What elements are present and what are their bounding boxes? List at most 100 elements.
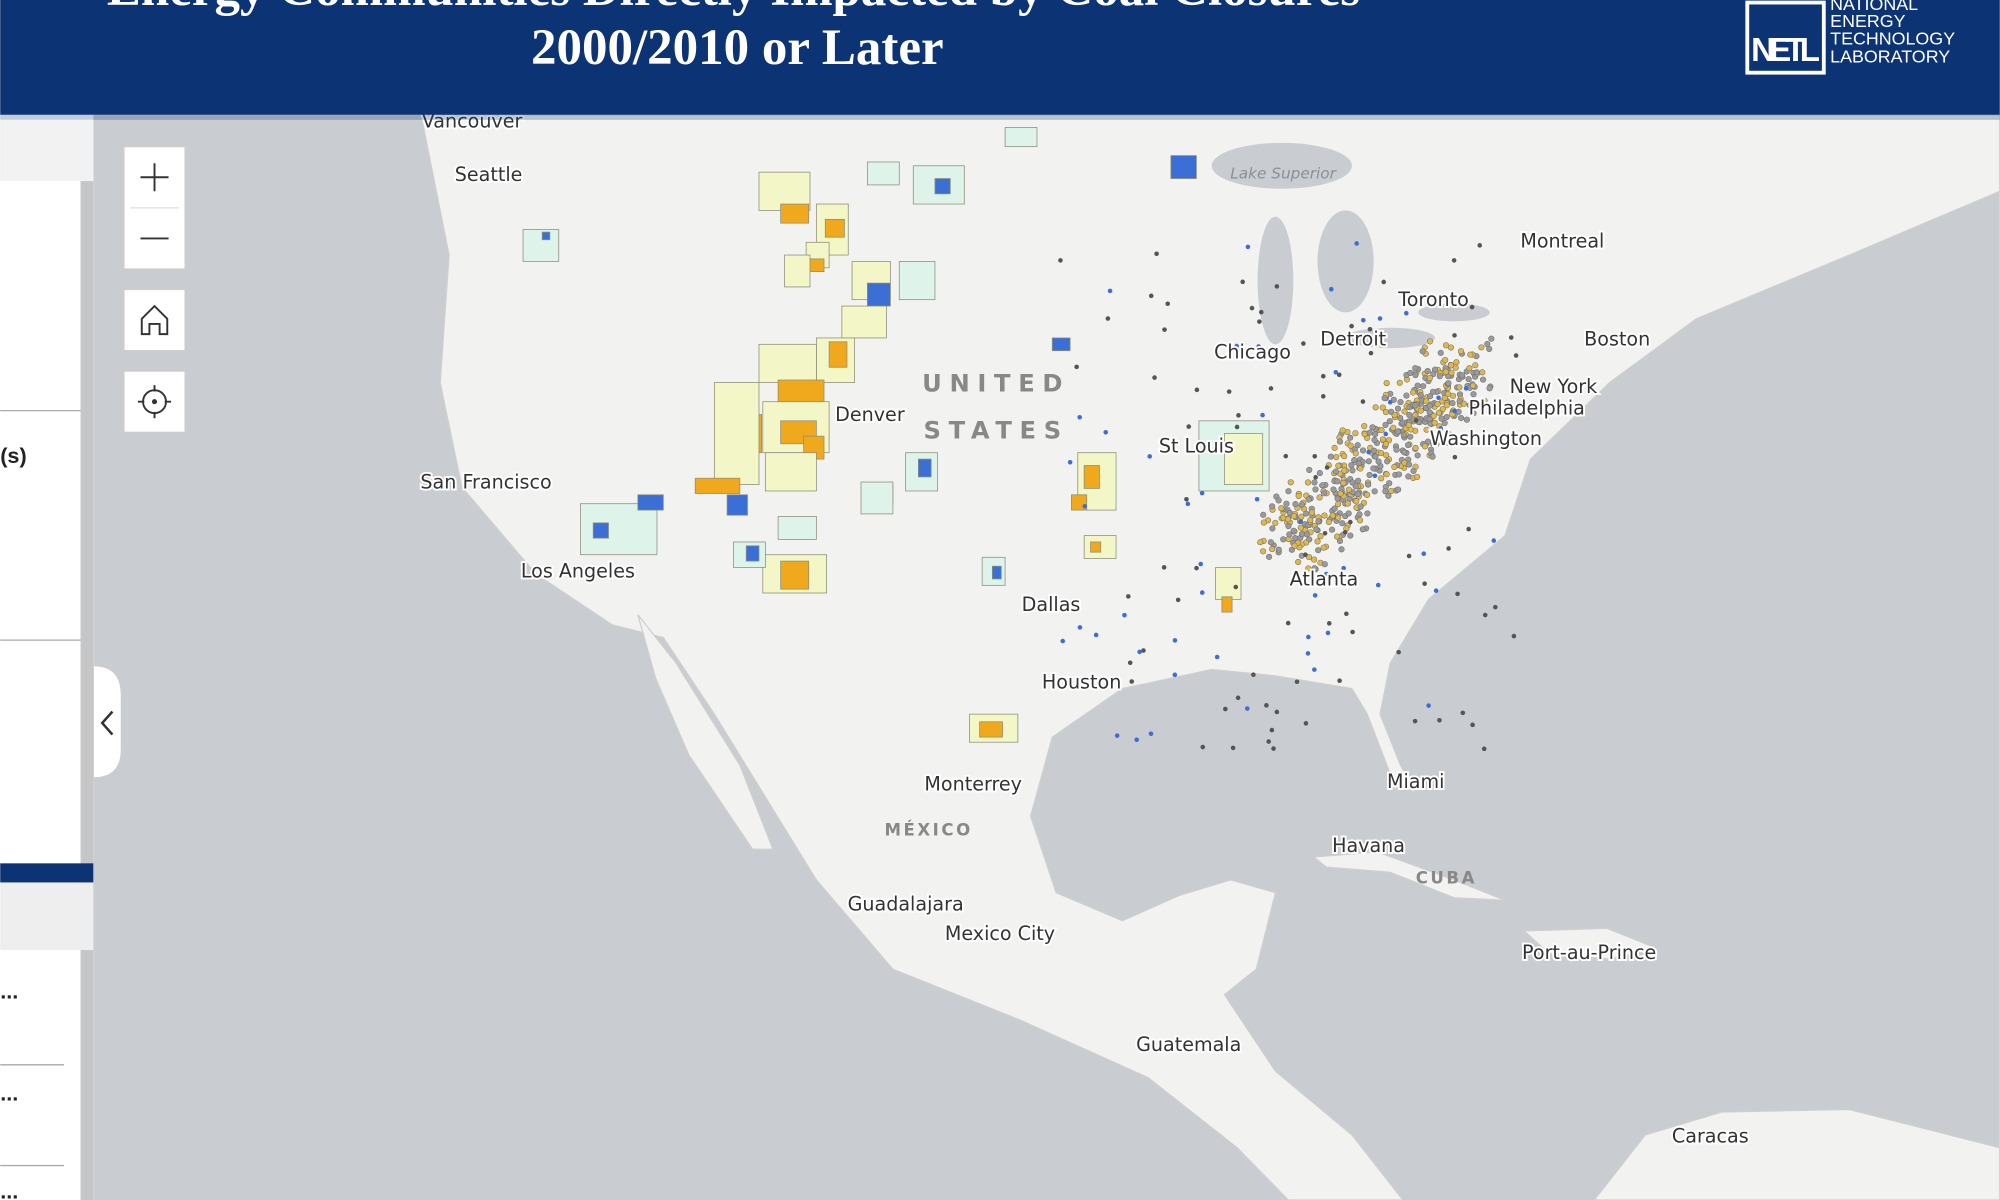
community-point bbox=[1245, 244, 1251, 250]
community-area bbox=[841, 305, 887, 339]
community-point bbox=[1266, 553, 1273, 560]
community-point bbox=[1442, 356, 1449, 364]
community-point bbox=[1234, 343, 1239, 349]
community-point bbox=[1372, 404, 1379, 411]
community-point bbox=[1105, 316, 1111, 321]
place-label: Dallas bbox=[1022, 593, 1081, 616]
community-point bbox=[1446, 546, 1451, 551]
community-point bbox=[1274, 709, 1280, 715]
community-point bbox=[1325, 518, 1332, 526]
community-point bbox=[1387, 399, 1393, 405]
community-point bbox=[1333, 453, 1340, 461]
community-point bbox=[1068, 679, 1074, 684]
community-point bbox=[1386, 418, 1393, 425]
community-point bbox=[1329, 526, 1336, 533]
community-point bbox=[1259, 309, 1264, 315]
community-point bbox=[1308, 509, 1315, 516]
zoom-in[interactable] bbox=[140, 163, 169, 192]
community-point bbox=[1429, 453, 1436, 460]
community-point bbox=[1361, 317, 1366, 323]
sidebar-menu[interactable]: ... bbox=[0, 1081, 18, 1106]
community-point bbox=[1161, 565, 1167, 570]
community-point bbox=[1127, 660, 1133, 666]
community-point bbox=[1414, 382, 1421, 389]
community-point bbox=[1456, 384, 1463, 391]
community-point bbox=[1303, 552, 1308, 558]
community-point bbox=[1307, 517, 1314, 524]
community-point bbox=[1473, 369, 1480, 376]
community-point bbox=[1333, 369, 1339, 375]
community-point bbox=[1466, 365, 1473, 372]
logo-text: LABORATORY bbox=[1830, 46, 1950, 66]
community-point bbox=[1330, 486, 1337, 493]
community-point bbox=[1385, 492, 1392, 499]
collapse-button[interactable] bbox=[92, 665, 122, 779]
community-area bbox=[898, 261, 936, 301]
community-point bbox=[1067, 459, 1073, 465]
community-point bbox=[1443, 402, 1450, 409]
community-point bbox=[1480, 376, 1487, 383]
community-point bbox=[1446, 431, 1453, 438]
community-point bbox=[1137, 649, 1142, 655]
community-point bbox=[1409, 389, 1417, 396]
community-point bbox=[1472, 403, 1480, 410]
community-point bbox=[1356, 517, 1364, 524]
community-area bbox=[860, 481, 894, 515]
community-point bbox=[1395, 471, 1403, 478]
locate-button[interactable] bbox=[123, 370, 186, 433]
community-point bbox=[1286, 509, 1294, 516]
sidebar-band bbox=[0, 863, 94, 883]
community-point bbox=[1162, 327, 1167, 332]
lakes bbox=[1211, 142, 1490, 349]
community-point bbox=[1334, 478, 1341, 485]
scrollbar[interactable] bbox=[80, 181, 94, 1200]
community-point bbox=[1125, 594, 1131, 599]
community-point bbox=[1412, 365, 1419, 372]
community-point bbox=[1417, 407, 1424, 414]
community-point bbox=[1313, 526, 1320, 533]
community-point bbox=[1348, 519, 1353, 525]
community-point bbox=[1379, 404, 1386, 411]
sidebar-menu[interactable]: ... bbox=[0, 979, 18, 1004]
sidebar-menu[interactable]: ... bbox=[0, 1179, 18, 1200]
community-point bbox=[1315, 518, 1322, 525]
community-point bbox=[1269, 546, 1276, 553]
community-point bbox=[1430, 412, 1437, 420]
community-area bbox=[866, 161, 900, 186]
community-point bbox=[1336, 372, 1342, 378]
community-point bbox=[1421, 551, 1427, 557]
community-point bbox=[1312, 593, 1318, 598]
community-point bbox=[1260, 511, 1267, 518]
community-point bbox=[1378, 427, 1385, 434]
community-point bbox=[1257, 319, 1262, 324]
logo-text: TECHNOLOGY bbox=[1830, 29, 1955, 49]
community-point bbox=[1200, 744, 1206, 750]
community-point bbox=[1254, 496, 1260, 502]
community-point bbox=[1325, 630, 1331, 636]
community-point bbox=[1394, 405, 1402, 412]
community-point bbox=[1412, 371, 1419, 379]
community-point bbox=[1141, 648, 1146, 653]
community-point bbox=[1443, 342, 1450, 349]
community-point bbox=[1260, 412, 1265, 418]
community-point bbox=[1372, 431, 1379, 438]
community-point bbox=[1465, 376, 1472, 383]
community-point bbox=[1269, 525, 1276, 532]
community-point bbox=[1430, 370, 1437, 378]
community-point bbox=[1424, 438, 1432, 445]
community-point bbox=[1305, 553, 1313, 561]
home-button[interactable] bbox=[123, 288, 186, 352]
community-point bbox=[1436, 395, 1441, 401]
community-point bbox=[1481, 746, 1487, 752]
community-point bbox=[1311, 556, 1318, 563]
community-point bbox=[1493, 604, 1498, 610]
community-point bbox=[1103, 430, 1109, 435]
community-point bbox=[1341, 467, 1348, 474]
community-point bbox=[1321, 512, 1328, 519]
sidebar-top bbox=[0, 119, 94, 182]
community-point bbox=[1456, 398, 1463, 405]
community-point bbox=[1236, 413, 1241, 418]
community-point bbox=[1185, 501, 1191, 507]
community-point bbox=[1452, 408, 1457, 414]
logo-mark: NETL bbox=[1751, 32, 1820, 69]
